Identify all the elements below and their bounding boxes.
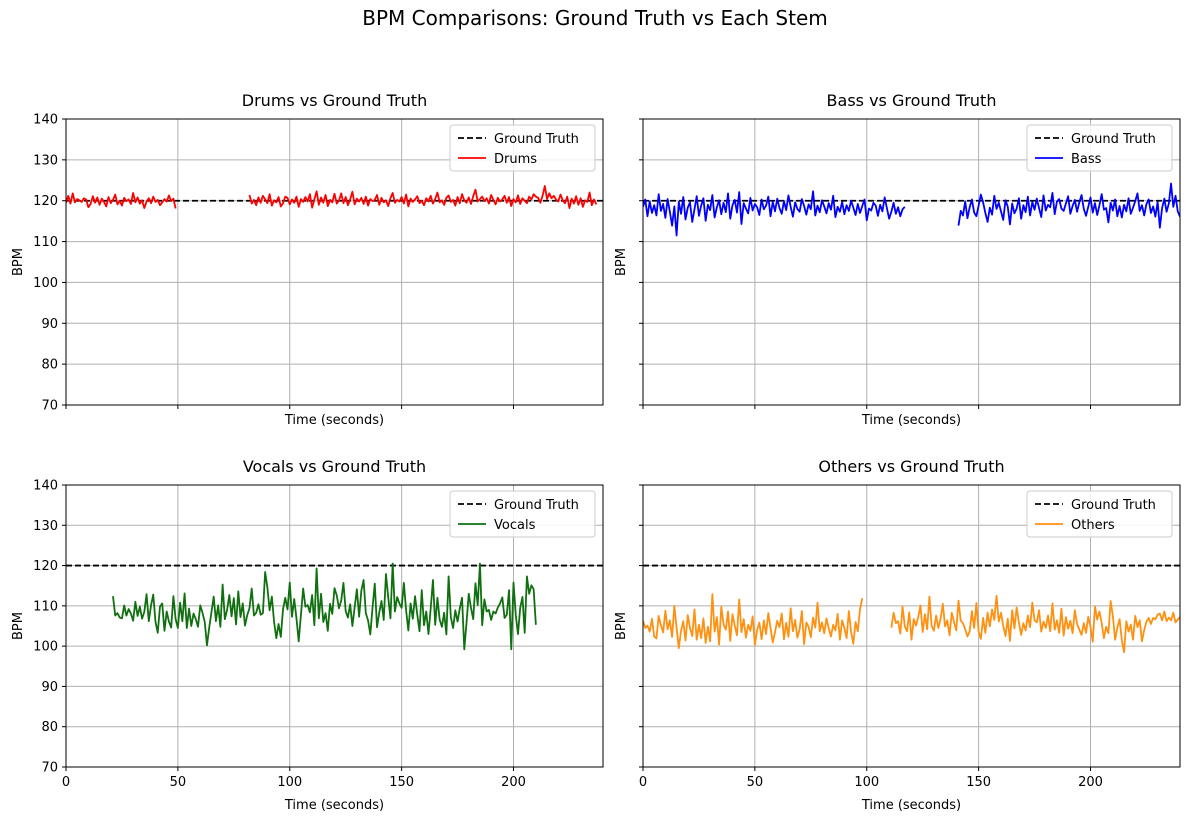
bass-series-line bbox=[957, 182, 1180, 229]
panel-title: Bass vs Ground Truth bbox=[827, 91, 997, 110]
x-tick-label: 200 bbox=[1078, 775, 1103, 790]
panel-bass: Bass vs Ground Truth Time (seconds) BPM Gro… bbox=[614, 91, 1181, 428]
x-tick-label: 150 bbox=[389, 775, 414, 790]
x-axis-label: Time (seconds) bbox=[861, 413, 961, 428]
legend: Ground Truth Vocals bbox=[449, 490, 596, 538]
legend-box bbox=[1026, 490, 1173, 538]
x-axis-label: Time (seconds) bbox=[284, 413, 384, 428]
axes-frame bbox=[65, 484, 604, 768]
y-axis-label: BPM bbox=[614, 248, 629, 276]
drums-series-line bbox=[66, 192, 177, 209]
y-tick-label: 130 bbox=[33, 519, 58, 534]
drums-series-line bbox=[248, 185, 598, 209]
y-tick-label: 120 bbox=[33, 559, 58, 574]
panel-title: Vocals vs Ground Truth bbox=[243, 457, 426, 476]
others-series-line bbox=[890, 594, 1180, 654]
legend-ground-truth-label: Ground Truth bbox=[494, 132, 579, 147]
y-tick-label: 100 bbox=[33, 640, 58, 655]
legend: Ground Truth Drums bbox=[449, 124, 596, 172]
y-tick-label: 70 bbox=[41, 399, 58, 414]
legend-bass-label: Bass bbox=[1071, 152, 1102, 167]
others-series-line bbox=[643, 593, 864, 650]
legend-box bbox=[449, 490, 596, 538]
figure-title: BPM Comparisons: Ground Truth vs Each St… bbox=[362, 6, 828, 30]
y-axis-label: BPM bbox=[11, 248, 26, 276]
x-axis-label: Time (seconds) bbox=[861, 798, 961, 813]
legend-others-label: Others bbox=[1071, 518, 1115, 533]
legend-vocals-label: Vocals bbox=[494, 518, 536, 533]
x-tick-label: 50 bbox=[747, 775, 764, 790]
y-tick-label: 70 bbox=[41, 761, 58, 776]
x-tick-label: 200 bbox=[501, 775, 526, 790]
panel-title: Drums vs Ground Truth bbox=[242, 91, 427, 110]
y-tick-label: 120 bbox=[33, 194, 58, 209]
legend: Ground Truth Bass bbox=[1026, 124, 1173, 172]
axes-frame bbox=[642, 484, 1181, 768]
x-tick-label: 100 bbox=[854, 775, 879, 790]
axes-frame bbox=[65, 118, 604, 406]
legend-ground-truth-label: Ground Truth bbox=[1071, 498, 1156, 513]
legend-ground-truth-label: Ground Truth bbox=[494, 498, 579, 513]
panel-vocals: 0 50 100 150 200 70 80 90 100 110 120 130 140 Vocals … bbox=[11, 457, 604, 813]
y-axis-label: BPM bbox=[11, 612, 26, 640]
x-tick-label: 0 bbox=[639, 775, 647, 790]
legend-ground-truth-label: Ground Truth bbox=[1071, 132, 1156, 147]
y-axis-label: BPM bbox=[614, 612, 629, 640]
vocals-series-line bbox=[112, 562, 537, 651]
y-tick-label: 90 bbox=[41, 317, 58, 332]
panel-title: Others vs Ground Truth bbox=[818, 457, 1004, 476]
y-tick-label: 140 bbox=[33, 479, 58, 494]
x-tick-label: 100 bbox=[277, 775, 302, 790]
legend-drums-label: Drums bbox=[494, 152, 537, 167]
y-tick-label: 80 bbox=[41, 358, 58, 373]
y-tick-label: 140 bbox=[33, 113, 58, 128]
x-axis-label: Time (seconds) bbox=[284, 798, 384, 813]
legend-box bbox=[449, 124, 596, 172]
bass-series-line bbox=[643, 190, 906, 237]
panel-others: 0 50 100 150 200 Others vs Ground Truth Time (… bbox=[614, 457, 1181, 813]
x-tick-label: 50 bbox=[170, 775, 187, 790]
x-tick-label: 150 bbox=[966, 775, 991, 790]
axes-frame bbox=[642, 118, 1181, 406]
x-tick-label: 0 bbox=[62, 775, 70, 790]
legend-box bbox=[1026, 124, 1173, 172]
y-tick-label: 110 bbox=[33, 599, 58, 614]
y-tick-label: 100 bbox=[33, 276, 58, 291]
y-tick-label: 90 bbox=[41, 680, 58, 695]
panel-drums: 70 80 90 100 110 120 130 140 Drums vs Ground Tru… bbox=[11, 91, 604, 428]
y-tick-label: 130 bbox=[33, 153, 58, 168]
y-tick-label: 80 bbox=[41, 720, 58, 735]
legend: Ground Truth Others bbox=[1026, 490, 1173, 538]
y-tick-label: 110 bbox=[33, 235, 58, 250]
